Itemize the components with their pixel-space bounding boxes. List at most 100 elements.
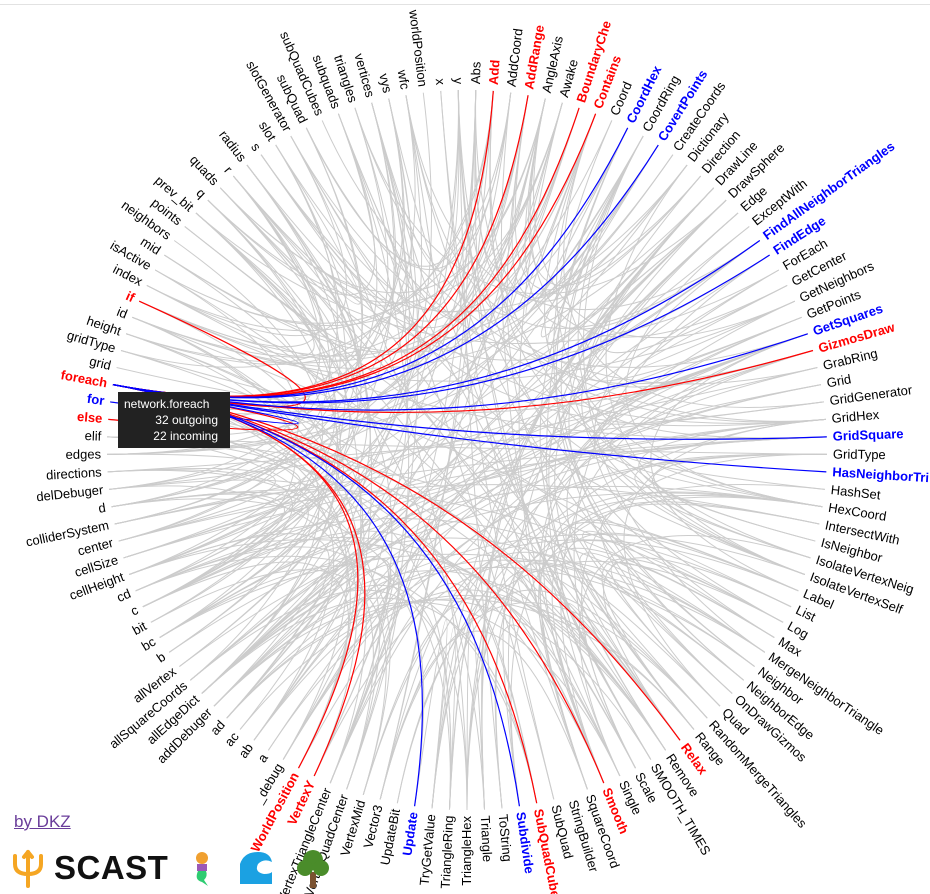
node-label[interactable]: cd: [114, 586, 133, 605]
link: [246, 98, 546, 329]
link: [466, 618, 486, 811]
link: [540, 135, 688, 338]
link: [362, 595, 621, 795]
link: [563, 113, 824, 408]
node-label[interactable]: Grid: [825, 371, 852, 390]
node-label[interactable]: for: [86, 391, 105, 408]
node-label[interactable]: id: [115, 304, 130, 322]
node-label[interactable]: r: [221, 163, 236, 177]
node-label[interactable]: vys: [376, 72, 395, 95]
node-label[interactable]: if: [124, 288, 138, 305]
link: [267, 212, 739, 751]
node-label[interactable]: radius: [216, 127, 250, 165]
node-label[interactable]: ToString: [496, 813, 516, 862]
link: [109, 479, 365, 741]
node-label[interactable]: x: [433, 78, 448, 86]
link: [533, 98, 796, 338]
node-label[interactable]: bit: [130, 618, 150, 638]
node-label[interactable]: q: [193, 185, 209, 201]
link: [510, 496, 823, 807]
node-label[interactable]: GridSquare: [832, 426, 903, 444]
link: [321, 120, 826, 422]
link: [123, 144, 659, 559]
link: [142, 530, 538, 804]
link: [329, 98, 546, 784]
node-label[interactable]: b: [154, 649, 168, 665]
link: [634, 453, 827, 559]
link: [201, 199, 727, 694]
node-label[interactable]: y: [451, 77, 466, 84]
top-divider: [0, 4, 930, 5]
link: [578, 535, 811, 777]
link: [159, 485, 823, 638]
node-label[interactable]: Triangle: [478, 815, 495, 862]
node-label[interactable]: TriangleRing: [438, 815, 457, 889]
link: [573, 254, 770, 769]
link: [168, 537, 745, 681]
link: [625, 226, 823, 508]
link: [371, 90, 460, 272]
node-label[interactable]: Update: [399, 811, 420, 857]
link: [129, 240, 761, 575]
node-label[interactable]: TriangleHex: [459, 816, 474, 886]
link: [282, 199, 727, 760]
node-label[interactable]: directions: [46, 464, 103, 482]
node-tooltip: network.foreach 32 outgoing 22 incoming: [118, 392, 230, 448]
link: [138, 175, 321, 348]
link: [159, 135, 644, 638]
link: [495, 539, 792, 809]
link: [379, 90, 477, 800]
link: [440, 90, 605, 784]
link: [118, 269, 300, 542]
node-label[interactable]: wfc: [395, 68, 413, 91]
node-label[interactable]: grid: [88, 353, 113, 373]
node-label[interactable]: GridType: [833, 446, 886, 462]
link: [201, 226, 750, 694]
link: [114, 127, 363, 525]
node-label[interactable]: s: [248, 140, 264, 154]
node-label[interactable]: AddCoord: [504, 28, 526, 88]
link: [388, 98, 652, 760]
node-label[interactable]: d: [97, 500, 107, 516]
node-label[interactable]: HasNeighborTri: [832, 464, 930, 485]
link: [379, 630, 588, 800]
link: [290, 135, 468, 811]
node-label[interactable]: quads: [187, 152, 223, 188]
link: [457, 90, 644, 315]
node-label[interactable]: RandomMergeTriangles: [706, 717, 810, 831]
node-label[interactable]: HashSet: [830, 482, 882, 502]
node-label[interactable]: Abs: [468, 61, 484, 84]
link: [481, 570, 708, 810]
tooltip-outgoing: 32 outgoing: [155, 413, 218, 427]
node-label[interactable]: TryGetValue: [417, 813, 439, 886]
node-label[interactable]: elif: [84, 428, 102, 444]
link: [226, 559, 755, 719]
link: [650, 333, 808, 592]
link: [129, 102, 563, 575]
link: [213, 601, 621, 777]
link: [457, 90, 775, 638]
link: [548, 187, 715, 751]
node-label[interactable]: c: [128, 602, 141, 619]
author-link[interactable]: by DKZ: [14, 812, 71, 831]
link: [267, 589, 667, 751]
node-label[interactable]: GridHex: [831, 407, 880, 426]
node-label[interactable]: edges: [66, 446, 102, 461]
node-label[interactable]: else: [77, 409, 103, 426]
link: [507, 199, 727, 807]
link: [337, 113, 410, 790]
link: [195, 212, 780, 344]
link: [516, 573, 621, 790]
tree-icon: [297, 850, 330, 888]
brand-name: SCAST: [54, 849, 169, 886]
node-label[interactable]: delDebuger: [36, 482, 105, 504]
link: [547, 144, 715, 346]
node-label[interactable]: a: [254, 750, 271, 765]
link: [560, 333, 808, 784]
link: [154, 269, 681, 741]
link: [529, 98, 788, 338]
link: [114, 436, 827, 525]
link: [518, 102, 588, 790]
node-label[interactable]: ab: [235, 740, 256, 761]
node-label[interactable]: Add: [486, 59, 503, 85]
